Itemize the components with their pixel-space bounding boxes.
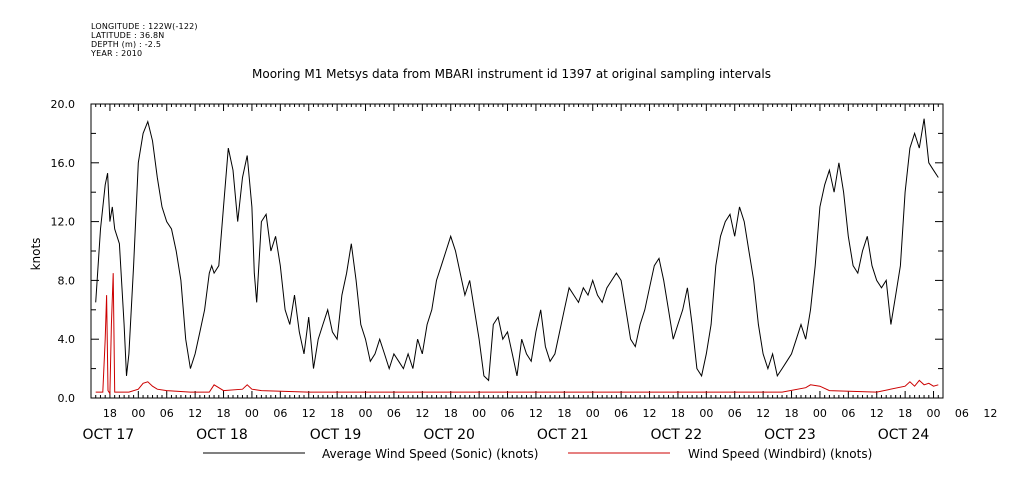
x-day-label: OCT 21: [537, 427, 589, 443]
legend-label-sonic: Average Wind Speed (Sonic) (knots): [322, 447, 539, 461]
y-axis-label: knots: [29, 238, 43, 271]
y-tick-label: 8.0: [58, 274, 76, 287]
x-tick-label: 06: [273, 407, 287, 420]
depth-text: DEPTH (m) : -2.5: [91, 40, 162, 49]
x-day-label: OCT 20: [423, 427, 475, 443]
x-tick-label: 18: [785, 407, 799, 420]
x-tick-label: 18: [217, 407, 231, 420]
x-tick-label: 00: [472, 407, 486, 420]
y-tick-label: 12.0: [51, 216, 76, 229]
metadata-block: LONGITUDE : 122W(-122) LATITUDE : 36.8N …: [91, 22, 198, 58]
x-tick-label: 06: [387, 407, 401, 420]
x-tick-label: 12: [415, 407, 429, 420]
x-day-label: OCT 22: [651, 427, 703, 443]
x-tick-label: 18: [444, 407, 458, 420]
x-tick-label: 00: [131, 407, 145, 420]
x-tick-label: 18: [898, 407, 912, 420]
y-tick-label: 20.0: [51, 98, 76, 111]
y-tick-label: 0.0: [58, 392, 76, 405]
series-line-0: [95, 118, 939, 382]
x-tick-label: 12: [983, 407, 997, 420]
series-line-1: [95, 273, 939, 396]
x-day-label: OCT 18: [196, 427, 248, 443]
x-tick-label: 00: [699, 407, 713, 420]
x-tick-label: 12: [870, 407, 884, 420]
x-tick-label: 12: [529, 407, 543, 420]
latitude-text: LATITUDE : 36.8N: [91, 31, 165, 40]
x-tick-label: 06: [728, 407, 742, 420]
x-tick-label: 06: [501, 407, 515, 420]
year-text: YEAR : 2010: [91, 49, 143, 58]
x-day-label: OCT 23: [764, 427, 816, 443]
x-day-label: OCT 24: [878, 427, 930, 443]
x-tick-label: 18: [330, 407, 344, 420]
x-tick-label: 18: [103, 407, 117, 420]
plot-frame: [90, 103, 944, 399]
chart-lines: [95, 118, 939, 396]
x-tick-label: 06: [955, 407, 969, 420]
y-tick-label: 16.0: [51, 157, 76, 170]
legend-label-windbird: Wind Speed (Windbird) (knots): [688, 447, 873, 461]
x-tick-label: 12: [643, 407, 657, 420]
x-tick-label: 00: [813, 407, 827, 420]
y-tick-label: 4.0: [58, 333, 76, 346]
longitude-text: LONGITUDE : 122W(-122): [91, 22, 198, 31]
x-day-label: OCT 19: [310, 427, 362, 443]
x-tick-label: 12: [302, 407, 316, 420]
x-tick-label: 00: [586, 407, 600, 420]
x-tick-label: 06: [841, 407, 855, 420]
chart-axes: 0.0 4.0 8.0 12.0 16.0 20.0 knots 18 00 06 12 18 00 06…: [29, 98, 997, 443]
x-day-label: OCT 17: [83, 427, 135, 443]
x-tick-label: 12: [756, 407, 770, 420]
x-tick-label: 06: [614, 407, 628, 420]
x-tick-label: 12: [188, 407, 202, 420]
x-tick-label: 00: [359, 407, 373, 420]
x-tick-label: 00: [245, 407, 259, 420]
x-tick-label: 18: [671, 407, 685, 420]
chart-title: Mooring M1 Metsys data from MBARI instru…: [252, 67, 771, 81]
x-tick-label: 06: [160, 407, 174, 420]
x-tick-label: 00: [927, 407, 941, 420]
x-tick-label: 18: [557, 407, 571, 420]
